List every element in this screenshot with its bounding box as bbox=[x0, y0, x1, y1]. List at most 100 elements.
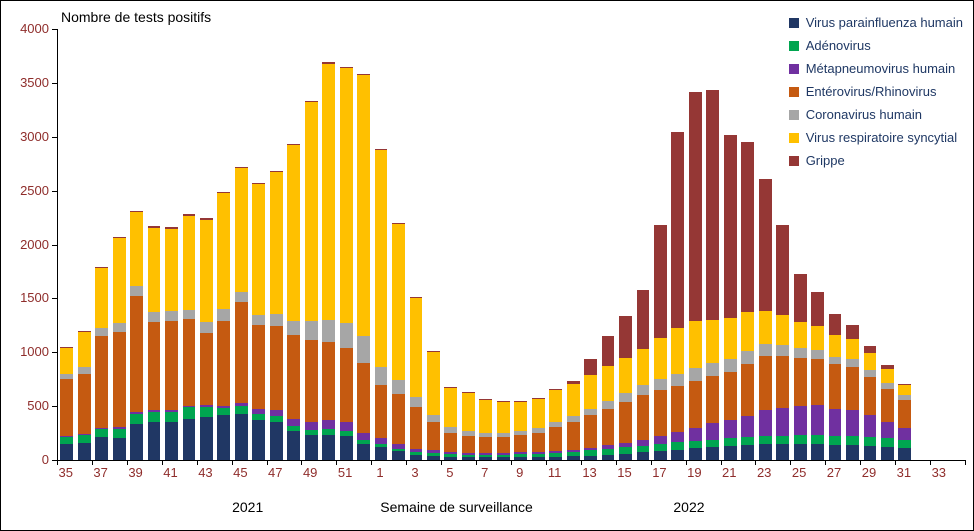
bar-segment bbox=[322, 63, 336, 320]
bar-segment bbox=[461, 454, 475, 458]
bar-segment bbox=[130, 424, 144, 460]
bar-segment bbox=[531, 428, 545, 433]
bar-segment bbox=[514, 400, 528, 402]
bar-segment bbox=[234, 402, 248, 407]
bar-segment bbox=[374, 443, 388, 448]
bar-segment bbox=[584, 447, 598, 451]
bar-segment bbox=[95, 427, 109, 429]
bar-segment bbox=[723, 358, 737, 372]
bar-segment bbox=[479, 453, 493, 455]
bar-segment bbox=[706, 375, 720, 424]
x-tick bbox=[406, 461, 408, 465]
bar-segment bbox=[322, 319, 336, 342]
x-tick bbox=[720, 461, 722, 465]
bar-week-2 bbox=[392, 223, 405, 460]
bar-segment bbox=[846, 338, 859, 360]
bar-segment bbox=[496, 453, 510, 455]
bar-segment bbox=[828, 444, 842, 460]
bar-week-44 bbox=[217, 191, 231, 460]
year-label-right: 2022 bbox=[673, 499, 705, 515]
x-tick bbox=[441, 461, 443, 465]
plot-area bbox=[57, 29, 966, 461]
bar-segment bbox=[217, 192, 231, 310]
bar-segment bbox=[147, 409, 161, 412]
x-tick-label: 39 bbox=[128, 465, 143, 480]
bar-segment bbox=[112, 438, 126, 460]
legend-label: Adénovirus bbox=[805, 38, 871, 53]
bar-segment bbox=[409, 448, 423, 452]
bar-week-48 bbox=[287, 144, 301, 460]
bar-segment bbox=[112, 332, 126, 428]
bar-segment bbox=[671, 442, 685, 450]
bar-segment bbox=[741, 142, 755, 313]
bar-segment bbox=[636, 394, 650, 441]
bar-segment bbox=[671, 385, 685, 432]
bar-segment bbox=[392, 448, 405, 452]
bar-segment bbox=[322, 420, 336, 429]
bar-segment bbox=[182, 405, 196, 408]
bar-segment bbox=[653, 379, 667, 390]
bar-segment bbox=[147, 311, 161, 322]
bar-segment bbox=[60, 443, 74, 460]
bar-segment bbox=[287, 425, 301, 431]
bar-segment bbox=[374, 367, 388, 385]
legend-item: Virus respiratoire syncytial bbox=[788, 130, 963, 145]
bar-segment bbox=[793, 347, 807, 358]
bar-segment bbox=[392, 224, 405, 380]
x-tick bbox=[371, 461, 373, 465]
bar-segment bbox=[112, 238, 126, 323]
bar-segment bbox=[863, 376, 877, 416]
x-tick bbox=[231, 461, 233, 465]
x-tick bbox=[336, 461, 338, 465]
bar-segment bbox=[758, 356, 772, 410]
bar-segment bbox=[339, 323, 353, 348]
bar-segment bbox=[357, 439, 371, 444]
x-tick-label: 47 bbox=[268, 465, 283, 480]
bar-segment bbox=[531, 453, 545, 457]
bar-segment bbox=[514, 457, 528, 460]
bar-segment bbox=[444, 387, 458, 428]
bar-segment bbox=[409, 451, 423, 455]
bar-segment bbox=[217, 321, 231, 407]
bar-segment bbox=[304, 340, 318, 423]
bar-segment bbox=[165, 411, 178, 423]
bar-segment bbox=[793, 322, 807, 348]
bar-segment bbox=[217, 309, 231, 322]
bar-segment bbox=[811, 326, 825, 351]
bar-segment bbox=[496, 454, 510, 458]
legend: Virus parainfluenza humain Adénovirus Méta… bbox=[788, 15, 963, 168]
bar-segment bbox=[444, 454, 458, 457]
legend-label: Virus respiratoire syncytial bbox=[805, 130, 958, 145]
bar-segment bbox=[287, 145, 301, 322]
x-tick bbox=[755, 461, 757, 465]
bar-segment bbox=[601, 401, 615, 409]
bar-segment bbox=[653, 389, 667, 437]
bar-segment bbox=[479, 432, 493, 437]
bar-segment bbox=[252, 409, 266, 414]
x-tick bbox=[615, 461, 617, 465]
legend-label: Virus parainfluenza humain bbox=[805, 15, 963, 30]
bar-segment bbox=[688, 440, 702, 449]
bar-segment bbox=[741, 351, 755, 365]
bar-segment bbox=[653, 444, 667, 452]
legend-item: Grippe bbox=[788, 153, 963, 168]
bar-segment bbox=[828, 313, 842, 336]
bar-segment bbox=[112, 428, 126, 439]
bar-week-24 bbox=[776, 225, 790, 460]
bar-segment bbox=[199, 416, 213, 460]
bar-segment bbox=[426, 422, 440, 451]
bar-segment bbox=[461, 435, 475, 454]
bar-segment bbox=[461, 453, 475, 455]
x-tick-label: 1 bbox=[376, 465, 384, 480]
x-tick-label: 25 bbox=[791, 465, 807, 480]
bar-week-11 bbox=[549, 388, 563, 460]
bar-segment bbox=[165, 409, 178, 412]
bar-segment bbox=[514, 430, 528, 436]
bar-segment bbox=[234, 291, 248, 302]
bar-segment bbox=[619, 453, 632, 460]
bar-segment bbox=[339, 422, 353, 431]
bar-segment bbox=[60, 436, 74, 438]
bar-segment bbox=[252, 184, 266, 315]
bar-segment bbox=[461, 430, 475, 436]
x-tick-label: 15 bbox=[617, 465, 632, 480]
